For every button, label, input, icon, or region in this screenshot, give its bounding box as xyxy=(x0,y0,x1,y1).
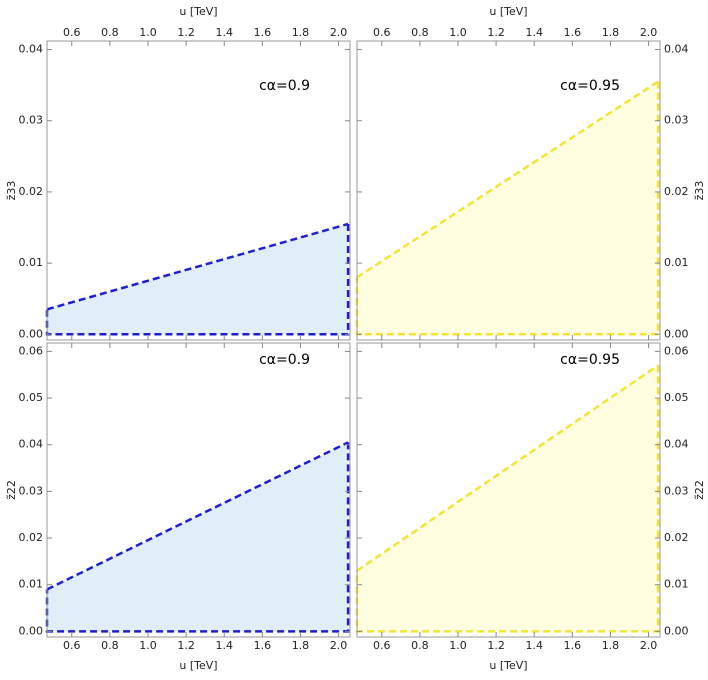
line xyxy=(356,364,659,572)
x-tick-label: 1.2 xyxy=(177,639,195,652)
x-tick-label: 0.6 xyxy=(373,26,391,39)
y-tick-label: 0.02 xyxy=(19,185,44,198)
x-tick-label: 0.8 xyxy=(101,639,119,652)
line xyxy=(356,80,659,279)
x-axis-label: u [TeV] xyxy=(179,659,217,672)
x-axis-label: u [TeV] xyxy=(489,5,527,18)
y-tick-label: 0.00 xyxy=(19,327,44,340)
frame xyxy=(46,40,351,341)
y-axis-label: z̃33 xyxy=(5,181,18,201)
x-tick-label: 1.8 xyxy=(602,639,620,652)
x-tick-label: 1.4 xyxy=(215,639,233,652)
y-tick-label: 0.02 xyxy=(664,531,689,544)
y-tick-label: 0.06 xyxy=(664,344,689,357)
y-tick-label: 0.03 xyxy=(19,484,44,497)
y-tick-label: 0.02 xyxy=(664,185,689,198)
x-tick-label: 1.6 xyxy=(254,639,272,652)
x-tick-label: 1.4 xyxy=(215,26,233,39)
y-tick-label: 0.05 xyxy=(664,391,689,404)
x-tick-label: 1.2 xyxy=(487,26,505,39)
line xyxy=(46,222,349,311)
annotation: cα=0.95 xyxy=(560,78,620,94)
x-tick-label: 1.6 xyxy=(564,26,582,39)
y-axis-label: z̃33 xyxy=(693,181,706,201)
area-fill xyxy=(357,365,659,632)
x-axis-label: u [TeV] xyxy=(179,5,217,18)
x-tick-label: 0.8 xyxy=(411,639,429,652)
x-tick-label: 1.2 xyxy=(177,26,195,39)
y-tick-label: 0.01 xyxy=(664,256,689,269)
x-tick-label: 0.8 xyxy=(411,26,429,39)
y-tick-label: 0.03 xyxy=(664,114,689,127)
x-tick-label: 0.6 xyxy=(63,639,81,652)
x-tick-label: 1.0 xyxy=(139,639,157,652)
line xyxy=(46,441,349,591)
y-tick-label: 0.04 xyxy=(664,438,689,451)
y-axis-label: z̃22 xyxy=(693,480,706,500)
area-fill xyxy=(357,81,659,335)
frame xyxy=(356,40,661,341)
y-tick-label: 0.01 xyxy=(19,256,44,269)
y-tick-label: 0.06 xyxy=(19,344,44,357)
x-tick-label: 1.4 xyxy=(525,26,543,39)
y-tick-label: 0.05 xyxy=(19,391,44,404)
x-tick-label: 1.8 xyxy=(292,26,310,39)
area-fill xyxy=(47,223,349,335)
x-tick-label: 1.6 xyxy=(254,26,272,39)
annotation: cα=0.95 xyxy=(560,352,620,368)
x-tick-label: 1.8 xyxy=(602,26,620,39)
y-tick-label: 0.01 xyxy=(19,578,44,591)
area-outline xyxy=(355,81,660,336)
x-tick-label: 0.8 xyxy=(101,26,119,39)
frame xyxy=(46,342,351,638)
y-tick-label: 0.00 xyxy=(664,327,689,340)
x-tick-label: 1.4 xyxy=(525,639,543,652)
x-tick-label: 1.6 xyxy=(564,639,582,652)
y-tick-label: 0.02 xyxy=(19,531,44,544)
x-tick-label: 2.0 xyxy=(640,639,658,652)
y-tick-label: 0.04 xyxy=(19,438,44,451)
y-tick-label: 0.00 xyxy=(664,624,689,637)
x-tick-label: 2.0 xyxy=(330,26,348,39)
y-tick-label: 0.01 xyxy=(664,578,689,591)
x-tick-label: 0.6 xyxy=(63,26,81,39)
x-tick-label: 1.0 xyxy=(139,26,157,39)
x-tick-label: 2.0 xyxy=(640,26,658,39)
y-axis-label: z̃22 xyxy=(5,480,18,500)
area-fill xyxy=(47,442,349,632)
y-tick-label: 0.03 xyxy=(664,484,689,497)
x-tick-label: 2.0 xyxy=(330,639,348,652)
annotation: cα=0.9 xyxy=(259,78,310,94)
x-axis-label: u [TeV] xyxy=(489,659,527,672)
x-tick-label: 0.6 xyxy=(373,639,391,652)
annotation: cα=0.9 xyxy=(259,352,310,368)
x-tick-label: 1.0 xyxy=(449,26,467,39)
y-tick-label: 0.00 xyxy=(19,624,44,637)
y-tick-label: 0.04 xyxy=(19,43,44,56)
x-tick-label: 1.2 xyxy=(487,639,505,652)
y-tick-label: 0.04 xyxy=(664,43,689,56)
y-tick-label: 0.03 xyxy=(19,114,44,127)
x-tick-label: 1.0 xyxy=(449,639,467,652)
frame xyxy=(356,342,661,638)
x-tick-label: 1.8 xyxy=(292,639,310,652)
